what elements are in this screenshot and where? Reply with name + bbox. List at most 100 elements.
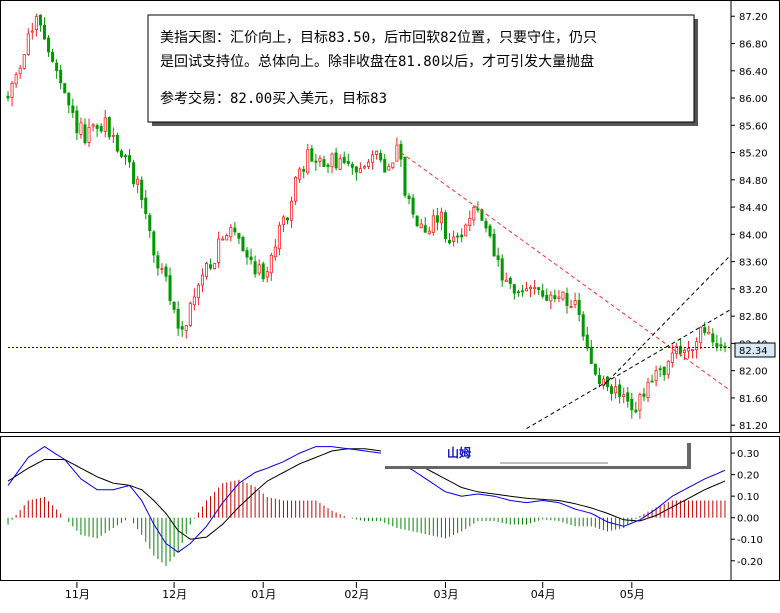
candle-up (30, 30, 34, 33)
candle-down (152, 231, 156, 256)
month-tick-label: 04月 (531, 588, 556, 601)
candle-down (484, 220, 488, 229)
current-price-label: 82.34 (739, 346, 768, 357)
candle-up (298, 168, 302, 180)
candle-up (654, 370, 658, 381)
candle-down (634, 409, 638, 413)
candle-down (553, 295, 557, 300)
main-price-axis: 87.20 86.80 86.40 86.00 85.60 85.20 84.80 84.40… (731, 12, 768, 432)
candle-up (699, 326, 703, 343)
candle-down (658, 368, 662, 371)
candle-up (431, 215, 435, 233)
note-line-4: 参考交易：82.00买入美元，目标83 (160, 90, 387, 107)
candle-down (577, 299, 581, 315)
candle-up (419, 223, 423, 229)
candle-down (346, 160, 350, 164)
candle-down (310, 148, 314, 162)
candle-up (691, 349, 695, 352)
candle-down (180, 326, 184, 330)
current-price-tag-box (734, 342, 776, 358)
candle-down (59, 69, 63, 84)
candle-up (646, 381, 650, 398)
price-tick-label: 82.80 (739, 312, 768, 323)
month-tick-label: 03月 (433, 588, 458, 601)
price-tick-label: 86.00 (739, 94, 768, 105)
candle-up (277, 224, 281, 250)
candle-down (492, 233, 496, 257)
candle-up (427, 230, 431, 235)
candle-up (188, 303, 192, 327)
candle-down (541, 290, 545, 297)
macd-tick-label: -0.10 (737, 535, 763, 546)
candle-down (650, 380, 654, 383)
candle-up (217, 238, 221, 263)
candle-up (622, 394, 626, 398)
candle-down (302, 169, 306, 172)
candle-down (51, 51, 55, 62)
candle-down (233, 227, 237, 233)
candle-up (34, 16, 38, 30)
candle-down (423, 225, 427, 233)
macd-tick-label: 0.30 (737, 449, 759, 460)
candle-up (529, 286, 533, 290)
price-tick-label: 85.60 (739, 121, 768, 132)
candle-down (342, 156, 346, 164)
month-tick-label: 01月 (251, 588, 276, 601)
candle-down (593, 363, 597, 375)
candle-down (156, 255, 160, 269)
candle-down (512, 284, 516, 294)
candle-down (597, 374, 601, 384)
candle-up (91, 124, 95, 127)
candle-up (26, 33, 30, 55)
candle-up (111, 134, 115, 137)
candle-down (711, 333, 715, 343)
candle-down (678, 346, 682, 354)
candle-up (638, 394, 642, 411)
candle-up (670, 352, 674, 363)
candle-down (261, 263, 265, 280)
candle-down (38, 14, 42, 26)
candle-up (371, 154, 375, 163)
candle-down (719, 344, 723, 347)
month-axis: 11月 12月 01月 02月 03月 04月 05月 (65, 582, 645, 601)
candle-down (115, 134, 119, 152)
candle-up (269, 254, 273, 274)
price-tick-label: 84.80 (739, 176, 768, 187)
candle-down (164, 266, 168, 277)
month-tick-label: 11月 (65, 588, 90, 601)
candle-down (488, 225, 492, 237)
candle-up (573, 300, 577, 305)
candle-up (192, 296, 196, 306)
candle-down (140, 179, 144, 200)
candle-up (221, 238, 225, 241)
candle-up (391, 162, 395, 168)
trend-lines-group (8, 152, 732, 430)
candle-up (14, 74, 18, 85)
candle-down (520, 290, 524, 293)
candle-up (358, 168, 362, 173)
candle-up (468, 218, 472, 227)
candle-down (249, 256, 253, 261)
price-tick-label: 82.00 (739, 367, 768, 378)
candle-down (379, 152, 383, 161)
candle-down (411, 197, 415, 215)
candle-up (367, 161, 371, 167)
candle-up (196, 284, 200, 299)
candle-down (581, 314, 585, 337)
macd-tick-label: 0.20 (737, 471, 759, 482)
candle-down (642, 393, 646, 397)
price-tick-label: 84.00 (739, 230, 768, 241)
candle-down (703, 327, 707, 333)
note-box (147, 14, 695, 123)
candle-up (318, 157, 322, 162)
month-tick-label: 02月 (344, 588, 369, 601)
candle-up (504, 279, 508, 282)
candle-up (524, 288, 529, 292)
macd-line (7, 446, 726, 553)
current-price-tag: 82.34 (734, 342, 776, 358)
candle-down (350, 163, 354, 168)
candle-down (71, 105, 75, 113)
candle-up (306, 149, 310, 174)
